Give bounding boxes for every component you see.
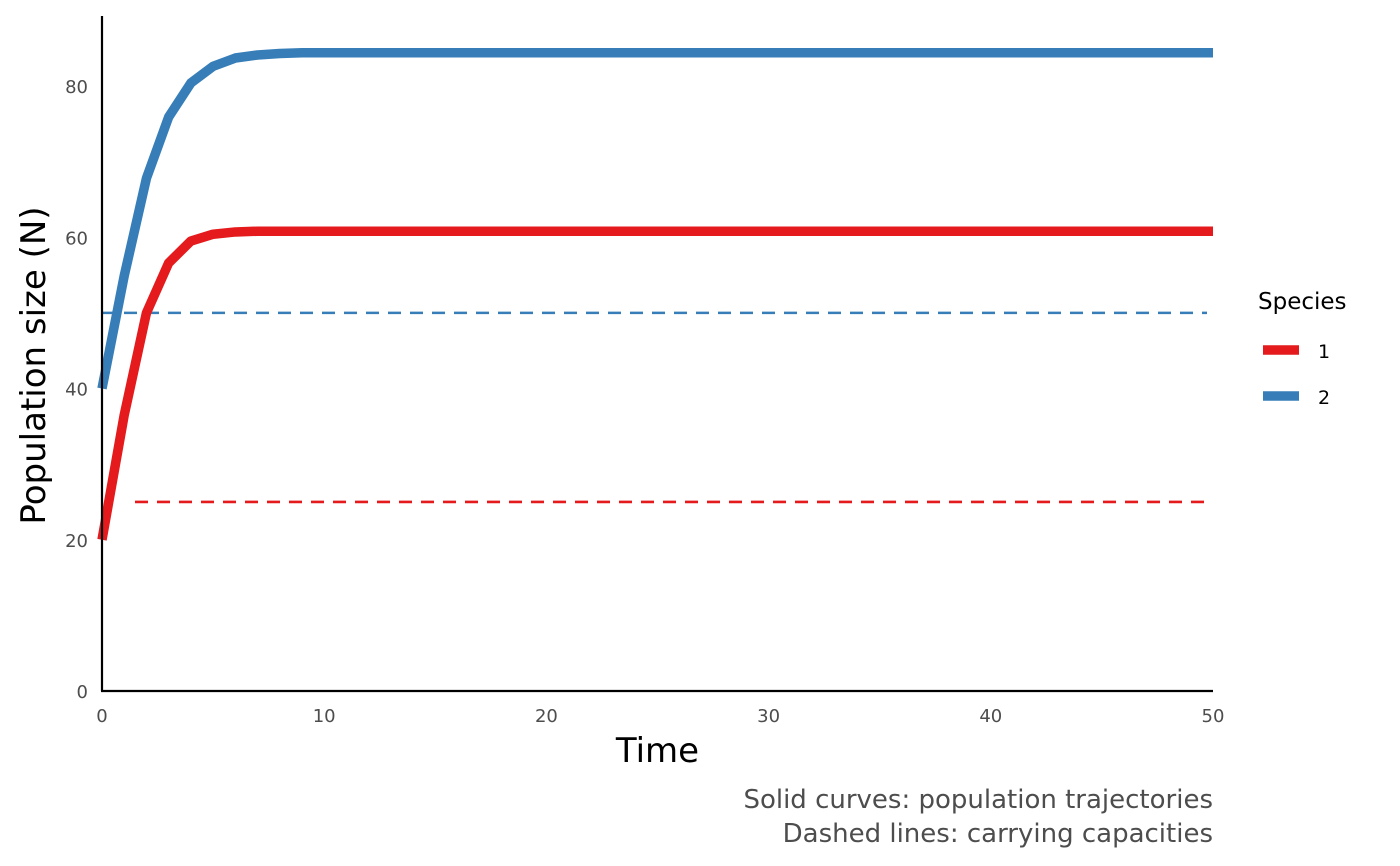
y-tick-label: 80 (65, 77, 88, 98)
legend: Species 1 2 (1258, 289, 1347, 409)
y-axis-title: Population size (N) (14, 206, 54, 524)
y-tick-label: 0 (77, 682, 88, 703)
y-axis-ticks: 0 20 40 60 80 (65, 77, 88, 703)
series-1-line (97, 226, 1213, 541)
x-tick-label: 0 (96, 706, 107, 727)
y-tick-label: 60 (65, 228, 88, 249)
series-2-line (97, 47, 1213, 390)
x-axis-ticks: 0 10 20 30 40 50 (96, 706, 1224, 727)
x-tick-label: 20 (535, 706, 558, 727)
y-tick-label: 20 (65, 531, 88, 552)
plot-area (97, 47, 1213, 541)
x-tick-label: 40 (979, 706, 1002, 727)
legend-label-1: 1 (1318, 341, 1330, 363)
x-tick-label: 10 (313, 706, 336, 727)
x-tick-label: 30 (757, 706, 780, 727)
legend-label-2: 2 (1318, 387, 1330, 409)
caption-line-2: Dashed lines: carrying capacities (783, 819, 1213, 849)
x-axis-title: Time (615, 731, 699, 771)
legend-title: Species (1258, 289, 1347, 315)
x-tick-label: 50 (1202, 706, 1225, 727)
y-tick-label: 40 (65, 380, 88, 401)
caption-line-1: Solid curves: population trajectories (743, 785, 1213, 815)
